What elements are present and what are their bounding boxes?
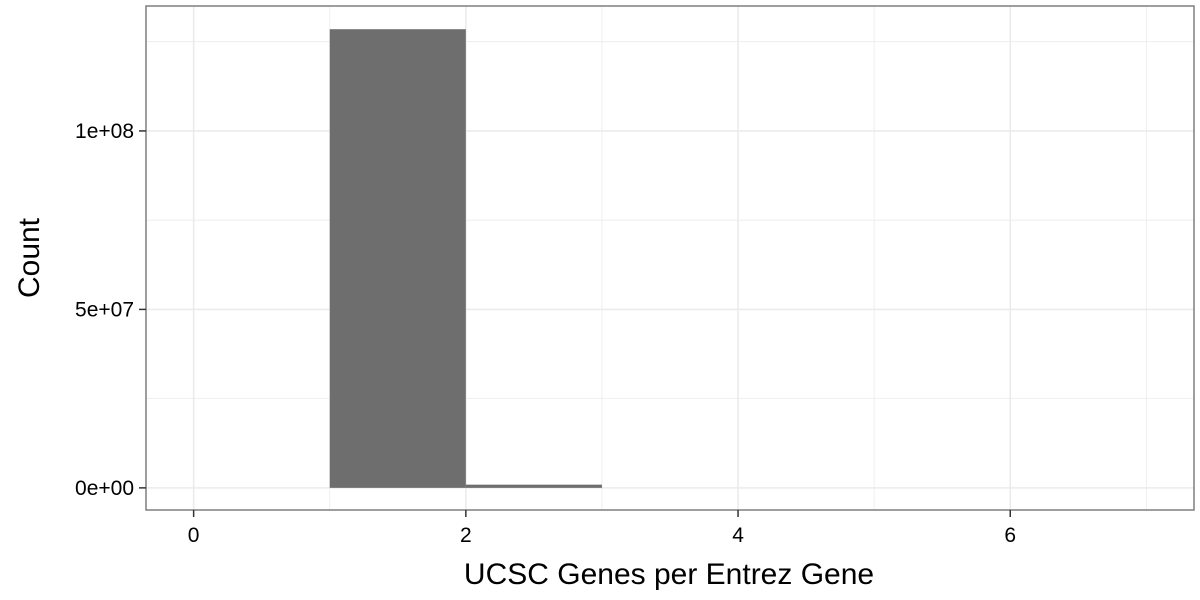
minor-gridlines xyxy=(146,6,1194,510)
x-tick-label: 4 xyxy=(732,524,744,547)
y-axis-ticks: 0e+00 5e+07 1e+08 xyxy=(75,120,146,500)
y-tick-label: 0e+00 xyxy=(75,477,134,500)
x-axis-title: UCSC Genes per Entrez Gene xyxy=(464,558,874,591)
histogram-bar xyxy=(465,484,602,488)
y-tick-label: 5e+07 xyxy=(75,298,134,321)
y-tick-label: 1e+08 xyxy=(75,120,134,143)
x-tick-label: 6 xyxy=(1004,524,1016,547)
histogram-bars xyxy=(329,29,602,488)
x-tick-label: 2 xyxy=(460,524,472,547)
y-axis-title: Count xyxy=(13,217,46,298)
major-gridlines xyxy=(146,6,1194,510)
histogram-bar xyxy=(329,29,466,488)
panel-border xyxy=(145,5,1195,511)
x-axis-ticks: 0 2 4 6 xyxy=(188,510,1016,547)
x-tick-label: 0 xyxy=(188,524,200,547)
